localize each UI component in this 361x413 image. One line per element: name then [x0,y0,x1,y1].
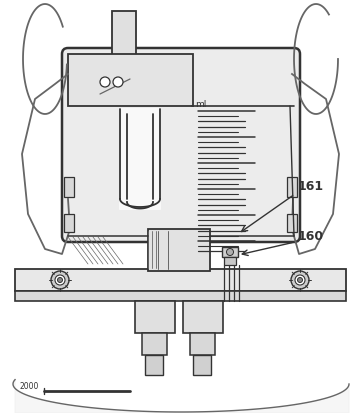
Circle shape [295,275,305,285]
Bar [287,178,297,197]
Bar [112,12,136,60]
Circle shape [57,278,62,283]
Bar [15,269,346,291]
Text: 160: 160 [298,230,324,242]
Bar [148,230,210,271]
Circle shape [100,78,110,88]
Text: ml: ml [195,100,206,109]
Bar [222,247,238,257]
FancyBboxPatch shape [119,109,161,211]
Bar [145,355,163,375]
Circle shape [226,249,234,256]
Bar [135,301,175,333]
Polygon shape [13,380,349,413]
Text: 2000: 2000 [20,381,39,390]
Text: 161: 161 [298,180,324,192]
Bar [193,355,211,375]
Bar [15,291,346,301]
Bar [142,333,167,355]
Bar [287,214,297,233]
Bar [190,333,215,355]
Bar [64,178,74,197]
Bar [64,214,74,233]
Circle shape [297,278,303,283]
Bar [183,301,223,333]
Circle shape [51,271,69,289]
Circle shape [291,271,309,289]
FancyBboxPatch shape [62,49,300,242]
Bar [224,257,236,266]
Circle shape [55,275,65,285]
Bar [68,55,193,107]
Circle shape [113,78,123,88]
